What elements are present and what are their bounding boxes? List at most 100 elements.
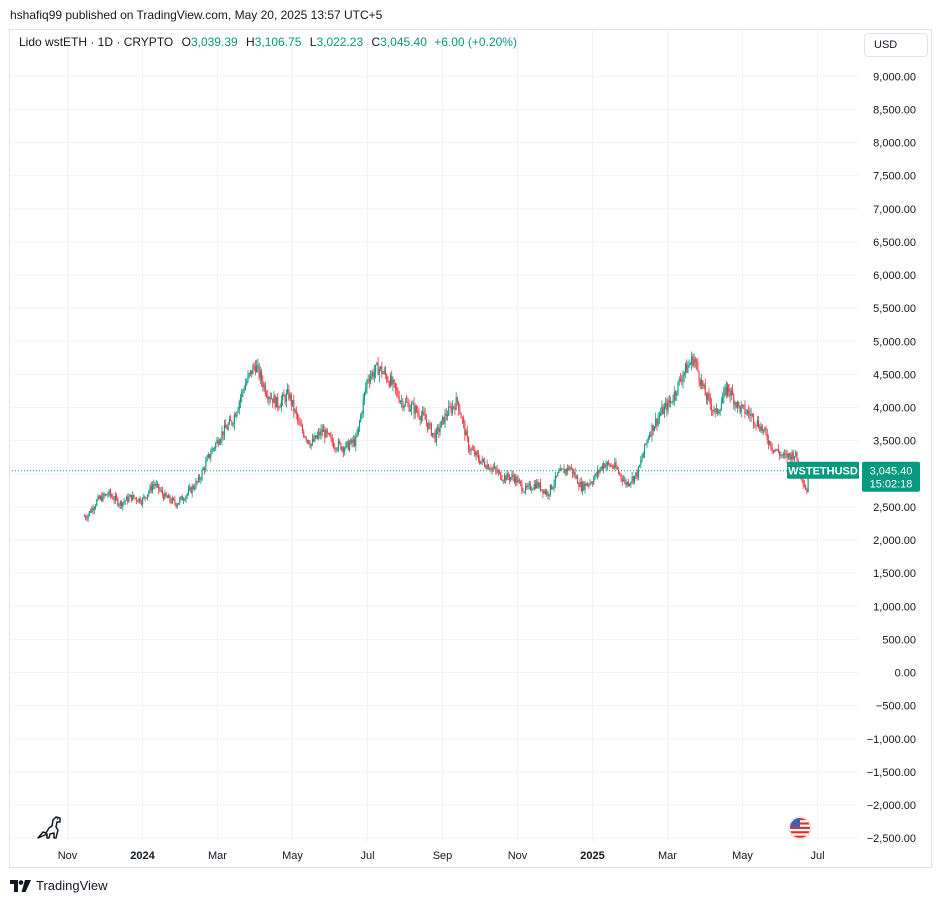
candle-body bbox=[743, 404, 745, 406]
candle-body bbox=[672, 400, 674, 403]
footer-brand[interactable]: TradingView bbox=[10, 878, 108, 893]
candle-body bbox=[309, 443, 311, 447]
candle-body bbox=[429, 423, 431, 425]
candle-body bbox=[520, 481, 522, 484]
candle-body bbox=[712, 410, 714, 411]
candle-body bbox=[310, 443, 312, 447]
candle-body bbox=[164, 492, 166, 499]
candle-body bbox=[413, 403, 415, 414]
candle-body bbox=[222, 431, 224, 436]
candle-body bbox=[404, 401, 406, 406]
candle-body bbox=[569, 467, 571, 470]
candle-body bbox=[563, 468, 565, 474]
candle-body bbox=[466, 431, 468, 438]
x-tick-label: Nov bbox=[58, 850, 78, 862]
candle-body bbox=[449, 406, 451, 408]
candle-body bbox=[456, 397, 458, 402]
candle-body bbox=[806, 490, 808, 492]
candle-body bbox=[201, 470, 203, 479]
candle-body bbox=[764, 428, 766, 430]
candle-body bbox=[507, 473, 509, 478]
candle-body bbox=[625, 479, 627, 486]
candle-body bbox=[325, 429, 327, 438]
candle-body bbox=[243, 389, 245, 391]
candle-body bbox=[686, 363, 688, 373]
candle-body bbox=[637, 466, 639, 478]
candle-body bbox=[109, 490, 111, 496]
candle-body bbox=[114, 495, 116, 501]
candle-body bbox=[703, 384, 705, 387]
candle-body bbox=[480, 461, 482, 464]
candle-body bbox=[573, 472, 575, 474]
candle-body bbox=[86, 518, 88, 520]
candle-body bbox=[562, 468, 564, 470]
candle-body bbox=[782, 453, 784, 456]
candle-body bbox=[345, 442, 347, 449]
candle-body bbox=[355, 436, 357, 446]
candle-body bbox=[736, 401, 739, 408]
candle-body bbox=[508, 477, 511, 480]
candle-body bbox=[94, 505, 97, 508]
candle-body bbox=[270, 398, 273, 400]
candle-body bbox=[491, 467, 493, 470]
candle-body bbox=[433, 432, 435, 434]
candle-body bbox=[83, 516, 85, 518]
candle-body bbox=[130, 494, 133, 501]
us-flag-icon[interactable] bbox=[788, 816, 812, 845]
candle-body bbox=[159, 490, 161, 491]
candle-body bbox=[755, 425, 757, 426]
candle-body bbox=[350, 439, 352, 444]
candle-body bbox=[182, 500, 185, 501]
currency-button[interactable]: USD bbox=[864, 33, 928, 57]
candle-body bbox=[751, 414, 753, 415]
candle-body bbox=[699, 380, 701, 386]
symbol-title[interactable]: Lido wstETH · 1D · CRYPTO bbox=[19, 35, 174, 49]
candle-body bbox=[230, 419, 232, 421]
candle-body bbox=[216, 439, 218, 444]
candle-body bbox=[331, 437, 333, 443]
candle-body bbox=[382, 372, 384, 375]
candle-body bbox=[750, 414, 752, 416]
candle-body bbox=[368, 379, 370, 382]
candle-body bbox=[754, 423, 756, 426]
candle-body bbox=[441, 416, 444, 421]
y-tick-label: −2,000.00 bbox=[867, 800, 916, 812]
candle-body bbox=[371, 372, 373, 377]
candle-body bbox=[170, 500, 172, 503]
candle-body bbox=[741, 404, 743, 406]
candle-body bbox=[705, 395, 708, 400]
candle-body bbox=[718, 411, 720, 414]
x-tick-label: Nov bbox=[508, 850, 528, 862]
candle-body bbox=[251, 370, 253, 375]
candle-body bbox=[259, 371, 261, 378]
candle-body bbox=[401, 400, 403, 402]
candle-body bbox=[403, 405, 405, 408]
candle-body bbox=[191, 486, 193, 493]
candle-body bbox=[407, 402, 409, 404]
candle-body bbox=[588, 484, 590, 486]
candle-body bbox=[378, 368, 380, 375]
tradingview-logo-icon bbox=[10, 879, 31, 892]
candle-body bbox=[208, 454, 211, 458]
candle-body bbox=[555, 475, 558, 477]
candle-body bbox=[516, 476, 518, 483]
candle-body bbox=[694, 359, 696, 362]
candle-body bbox=[470, 448, 472, 451]
candle-body bbox=[553, 483, 555, 488]
candle-body bbox=[746, 410, 748, 414]
candle-body bbox=[733, 394, 735, 405]
candle-body bbox=[300, 425, 302, 427]
candle-body bbox=[365, 387, 367, 393]
candle-body bbox=[266, 393, 268, 397]
candle-body bbox=[422, 411, 424, 416]
candle-body bbox=[719, 410, 721, 412]
candle-body bbox=[143, 496, 145, 499]
candle-body bbox=[294, 409, 296, 412]
y-tick-label: 1,000.00 bbox=[873, 601, 916, 613]
candle-body bbox=[238, 401, 240, 410]
candle-body bbox=[138, 498, 140, 502]
candle-body bbox=[643, 443, 646, 454]
candle-body bbox=[458, 401, 460, 411]
candle-body bbox=[398, 396, 400, 403]
